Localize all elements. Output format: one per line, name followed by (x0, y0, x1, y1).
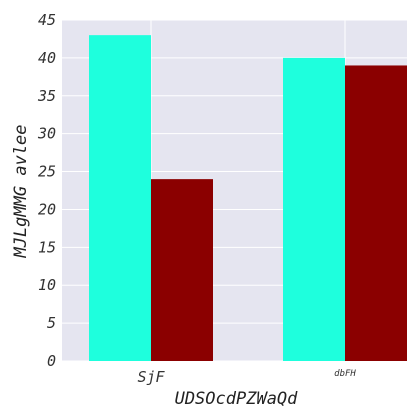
y-axis-label: MJLgMMG avlee (11, 124, 31, 258)
bar-dbFH-series-1 (283, 57, 345, 362)
y-tick-label: 30 (37, 125, 56, 143)
bars (89, 35, 407, 362)
y-tick-labels: 0 5 10 15 20 25 30 35 40 45 (37, 11, 56, 370)
bar-SjF-series-1 (89, 35, 151, 362)
x-tick-label: SjF (137, 368, 165, 386)
y-tick-label: 0 (47, 352, 56, 370)
x-tick-labels: SjF dbFH (137, 368, 356, 386)
y-tick-label: 25 (38, 163, 56, 181)
bar-SjF-series-2 (151, 179, 213, 361)
y-tick-label: 45 (38, 11, 56, 29)
y-tick-label: 40 (38, 49, 56, 67)
x-axis-label: UDSOcdPZWaQd (175, 389, 299, 409)
x-tick-label: dbFH (334, 369, 356, 379)
y-tick-label: 15 (38, 238, 56, 256)
y-tick-label: 20 (38, 200, 56, 218)
y-tick-label: 35 (37, 87, 56, 105)
y-tick-label: 10 (38, 276, 56, 294)
bar-dbFH-series-2 (345, 65, 407, 361)
y-tick-label: 5 (47, 314, 56, 332)
